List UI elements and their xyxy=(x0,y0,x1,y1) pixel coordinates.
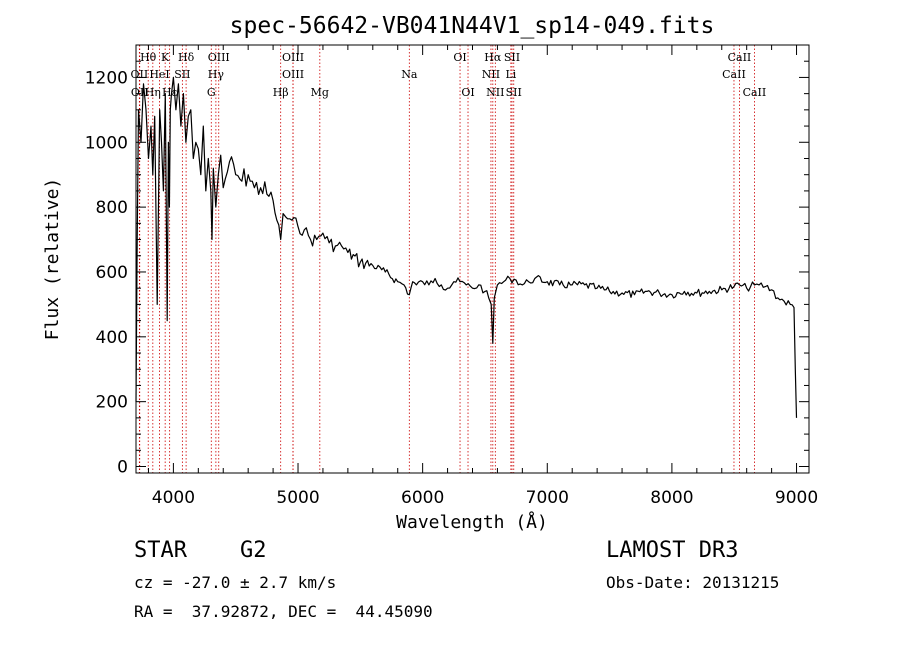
x-tick-label: 5000 xyxy=(276,488,319,508)
line-label-15: NII xyxy=(482,68,500,81)
line-label-5: OI xyxy=(453,51,466,64)
ra-dec-coordinates: RA = 37.92872, DEC = 44.45090 xyxy=(134,602,433,621)
survey-name: LAMOST DR3 xyxy=(606,538,739,563)
line-label-10: HeI xyxy=(149,68,169,81)
y-tick-label: 200 xyxy=(96,393,128,413)
line-label-16: Li xyxy=(505,68,516,81)
line-label-17: CaII xyxy=(722,68,746,81)
line-label-26: SII xyxy=(506,86,522,99)
y-tick-label: 400 xyxy=(96,328,128,348)
line-label-11: SII xyxy=(174,68,190,81)
line-label-7: SII xyxy=(504,51,520,64)
y-axis: 0 200 400 600 800 1000 1200 xyxy=(85,60,809,478)
x-tick-label: 6000 xyxy=(401,488,444,508)
y-tick-label: 1200 xyxy=(85,68,128,88)
x-tick-label: 4000 xyxy=(152,488,195,508)
line-label-24: OI xyxy=(461,86,474,99)
x-axis: 4000 5000 6000 7000 8000 9000 xyxy=(147,45,818,508)
line-label-9: OII xyxy=(131,68,149,81)
line-label-1: K xyxy=(161,51,170,64)
plot-frame xyxy=(135,44,810,474)
spectrum-line xyxy=(135,76,798,418)
observation-date: Obs-Date: 20131215 xyxy=(606,573,780,592)
line-label-4: OIII xyxy=(282,51,304,64)
object-type: STAR xyxy=(134,538,187,563)
line-label-8: CaII xyxy=(728,51,752,64)
x-tick-label: 9000 xyxy=(775,488,818,508)
line-markers xyxy=(138,45,755,473)
line-label-3: OIII xyxy=(208,51,230,64)
chart-title: spec-56642-VB041N44V1_sp14-049.fits xyxy=(230,13,715,39)
redshift-cz: cz = -27.0 ± 2.7 km/s xyxy=(134,573,337,592)
y-axis-label: Flux (relative) xyxy=(42,178,63,341)
line-label-14: Na xyxy=(401,68,418,81)
x-tick-label: 7000 xyxy=(526,488,569,508)
y-tick-label: 800 xyxy=(96,198,128,218)
line-label-6: Hα xyxy=(484,51,502,64)
line-label-27: CaII xyxy=(743,86,767,99)
object-subclass: G2 xyxy=(240,538,267,563)
line-label-2: Hδ xyxy=(178,51,195,64)
line-label-13: OIII xyxy=(282,68,304,81)
line-label-22: Hβ xyxy=(273,86,289,99)
x-axis-label: Wavelength (Å) xyxy=(396,511,548,533)
x-tick-label: 8000 xyxy=(650,488,693,508)
line-label-23: Mg xyxy=(311,86,329,99)
line-label-0: Hθ xyxy=(140,51,157,64)
y-tick-label: 0 xyxy=(117,458,128,478)
line-label-25: NII xyxy=(486,86,504,99)
line-label-12: Hγ xyxy=(208,68,225,81)
line-label-21: G xyxy=(207,86,216,99)
y-tick-label: 600 xyxy=(96,263,128,283)
y-tick-label: 1000 xyxy=(85,133,128,153)
line-label-19: Hη xyxy=(145,86,161,99)
